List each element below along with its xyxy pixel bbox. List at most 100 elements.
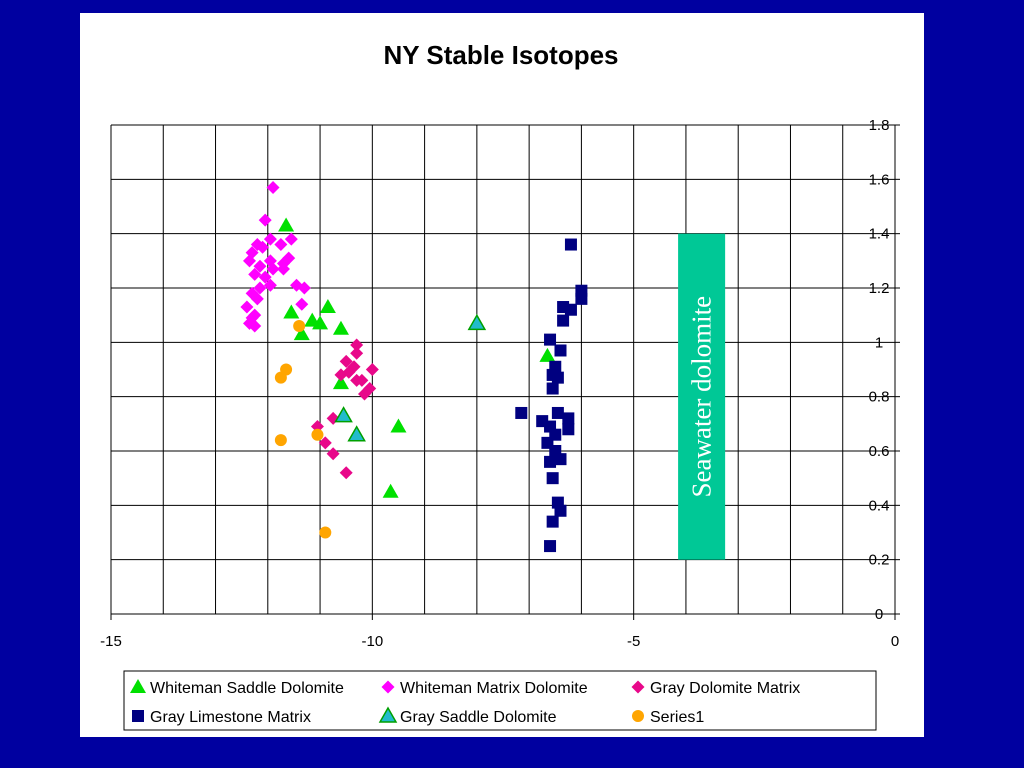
data-point [557,314,570,327]
x-tick-label: -15 [100,633,122,650]
seawater-dolomite-box: Seawater dolomite [678,233,726,560]
data-point [334,368,348,382]
chart-panel: NY Stable Isotopes Seawater dolomite -15… [80,13,924,737]
data-point [240,300,254,314]
data-point [347,425,366,442]
data-point [258,270,272,284]
x-tick-label: 0 [891,633,899,650]
data-point [256,240,270,254]
y-tick-label: 0 [875,606,883,623]
legend-box [123,670,877,731]
y-tick-label: 1.2 [869,280,890,297]
chart-title: NY Stable Isotopes [383,40,618,70]
data-point [263,278,277,292]
data-point [546,515,559,528]
data-point [276,262,290,276]
data-point [284,232,298,246]
data-point [245,311,259,325]
data-point [258,213,272,227]
y-tick-label: 1 [875,334,883,351]
data-point [467,313,487,331]
data-point [311,428,324,441]
y-tick-label: 0.8 [869,389,890,406]
legend-label: Whiteman Saddle Dolomite [150,680,344,697]
data-point [282,251,296,265]
legend-marker [378,706,398,723]
data-point [551,371,564,384]
data-point [562,423,575,436]
data-point [382,483,399,498]
data-points [240,180,588,553]
data-point [326,447,340,461]
data-point [339,354,353,368]
legend-marker [132,710,144,722]
data-point [312,315,329,330]
data-point [332,320,349,335]
data-point [554,344,567,357]
data-point [546,382,559,395]
data-point [350,338,364,352]
y-tick-label: 0.2 [869,552,890,569]
data-point [332,375,349,390]
data-point [253,281,267,295]
data-point [274,434,287,447]
data-point [319,526,332,539]
data-point [263,232,277,246]
y-tick-label: 1.6 [869,171,890,188]
data-point [253,259,267,273]
data-point [248,267,262,281]
data-point [554,453,567,466]
tick-labels: -15 -10 -5 00 0.2 0.4 0.6 0.8 1 1.2 1.4 1.6 1.8 [100,117,899,650]
y-tick-label: 0.6 [869,443,890,460]
data-point [564,303,577,316]
legend-label: Whiteman Matrix Dolomite [400,680,588,697]
seawater-dolomite-rect [678,233,726,560]
legend-label: Series1 [650,709,704,726]
seawater-dolomite-label: Seawater dolomite [687,296,717,498]
scatter-chart: NY Stable Isotopes Seawater dolomite -15… [100,40,900,731]
data-point [554,504,567,517]
data-point [544,333,557,346]
data-point [278,217,295,232]
legend-label: Gray Dolomite Matrix [650,680,800,697]
data-point [266,180,280,194]
data-point [562,412,575,425]
data-point [293,320,306,333]
grid [110,124,900,620]
data-point [250,238,264,252]
data-point [293,326,310,341]
data-point [283,304,300,319]
x-tick-label: -5 [627,633,640,650]
legend-marker [130,679,146,693]
data-point [544,540,557,553]
legend-marker [632,710,644,722]
data-point [297,281,311,295]
data-point [564,238,577,251]
data-point [319,299,336,314]
data-point [546,472,559,485]
data-point [250,292,264,306]
y-tick-label: 0.4 [869,497,890,514]
data-point [318,436,332,450]
data-point [551,406,564,419]
data-point [390,418,407,433]
data-point [295,297,309,311]
data-point [245,246,259,260]
data-point [350,346,364,360]
data-point [334,406,353,423]
data-point [539,347,556,362]
data-point [575,292,588,305]
data-point [266,262,280,276]
legend-label: Gray Limestone Matrix [150,709,311,726]
data-point [544,455,557,468]
y-tick-label: 1.4 [869,226,890,243]
data-point [339,466,353,480]
legend: Whiteman Saddle Dolomite Whiteman Matrix … [123,670,877,731]
x-tick-label: -10 [361,633,383,650]
legend-marker [631,680,645,694]
data-point [274,238,288,252]
data-point [357,387,371,401]
data-point [350,373,364,387]
y-tick-label: 1.8 [869,117,890,134]
data-point [515,406,528,419]
